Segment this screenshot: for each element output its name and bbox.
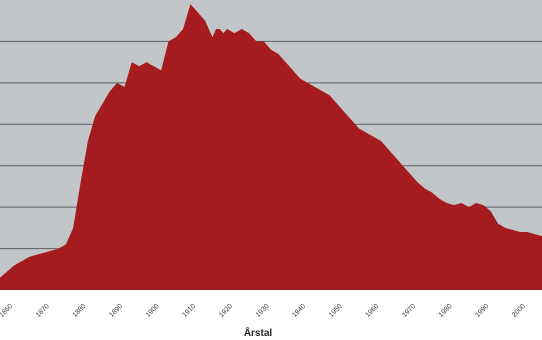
x-axis-title: Årstal: [244, 326, 273, 339]
x-tick-label: 1910: [181, 303, 197, 319]
x-tick-label: 1950: [328, 303, 344, 319]
x-tick-label: 1970: [401, 303, 417, 319]
x-axis-ticks: 1860 1870 1880 1890 1900 1910 1920 1930 1940 1950…: [0, 303, 527, 319]
series-area: [0, 4, 542, 290]
x-tick-label: 1890: [108, 303, 124, 319]
x-tick-label: 1980: [438, 303, 454, 319]
x-tick-label: 1880: [72, 303, 88, 319]
x-tick-label: 1990: [474, 303, 490, 319]
x-tick-label: 1870: [35, 303, 51, 319]
x-tick-label: 1900: [145, 303, 161, 319]
x-tick-label: 1860: [0, 303, 14, 319]
x-tick-label: 1940: [291, 303, 307, 319]
x-tick-label: 1930: [255, 303, 271, 319]
x-tick-label: 1920: [218, 303, 234, 319]
x-tick-label: 1960: [364, 303, 380, 319]
x-tick-label: 2000: [511, 303, 527, 319]
